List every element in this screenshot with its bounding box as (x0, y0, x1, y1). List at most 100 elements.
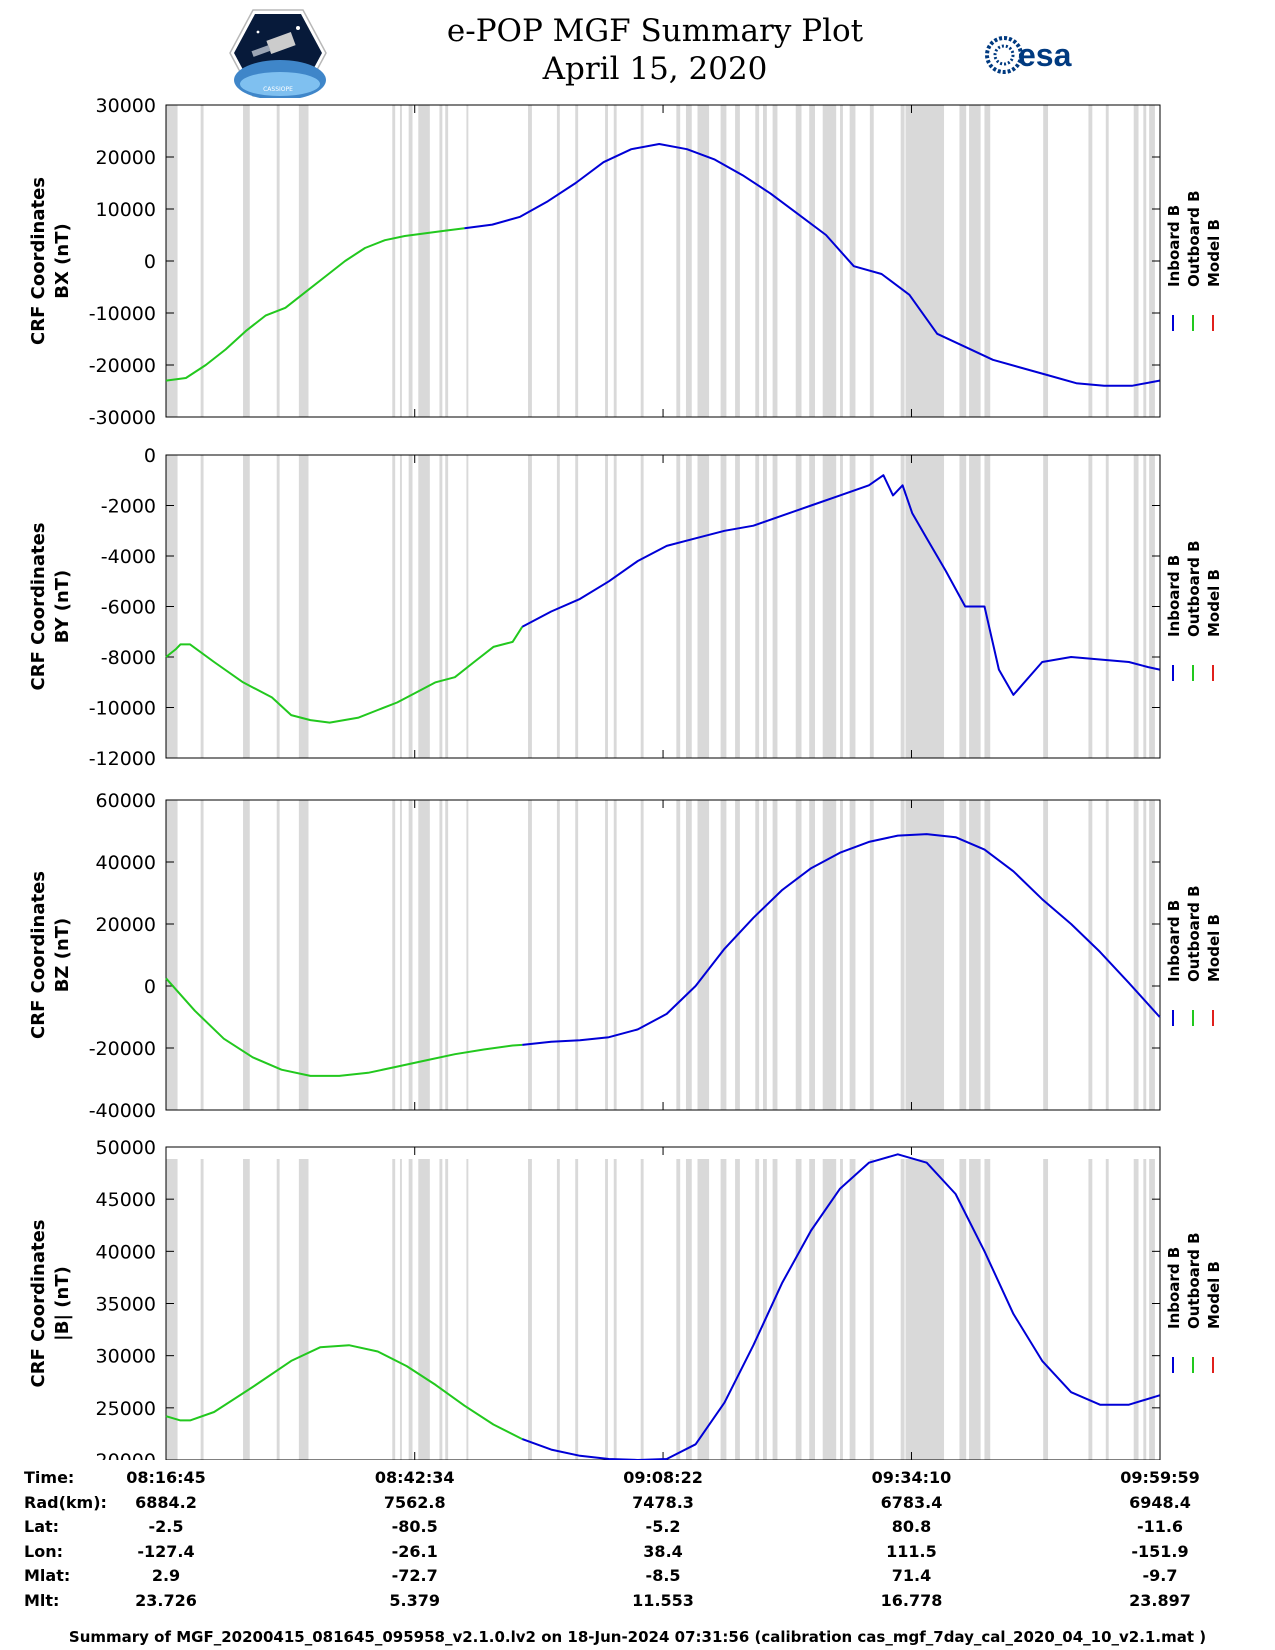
gap-band (200, 105, 204, 417)
gap-band (640, 800, 644, 1110)
gap-band (613, 800, 617, 1110)
gap-band (697, 1159, 710, 1460)
gap-band (755, 1159, 760, 1460)
gap-band (685, 105, 692, 417)
y-tick-label: 0 (144, 976, 156, 998)
info-cell: 2.9 (151, 1566, 181, 1586)
gap-band (408, 105, 413, 417)
gap-band (399, 455, 402, 758)
esa-logo-text: esa (1018, 37, 1072, 73)
gap-band (969, 105, 981, 417)
gap-band (840, 455, 843, 758)
gap-band (556, 105, 560, 417)
gap-band (809, 455, 815, 758)
title-line-2: April 15, 2020 (542, 51, 768, 87)
gap-band (445, 455, 449, 758)
y-tick-label: 40000 (96, 852, 156, 874)
gap-band (809, 800, 815, 1110)
y-axis-label-line-2: BX (nT) (52, 223, 73, 298)
gap-band (1133, 1159, 1139, 1460)
gap-band (575, 1159, 579, 1460)
legend-label-model: Model B (1205, 914, 1223, 982)
gap-band (984, 1159, 991, 1460)
info-cell: -8.5 (645, 1566, 681, 1586)
y-tick-label: 0 (144, 445, 156, 467)
gap-band (1133, 455, 1139, 758)
info-row-label: Lat: (24, 1517, 60, 1537)
info-row-label: Time: (24, 1468, 75, 1487)
gap-band (399, 1159, 402, 1460)
info-row-label: Rad(km): (24, 1492, 107, 1512)
panel-bmag: 50000 45000 40000 35000 30000 25000 20000 CRF C… (28, 1137, 1223, 1460)
gap-band (762, 455, 767, 758)
cassiope-logo: CASSIOPE (229, 9, 327, 98)
info-cell: -2.5 (148, 1517, 184, 1537)
y-tick-label: -20000 (89, 355, 156, 377)
gap-band (869, 455, 874, 758)
gap-band (735, 1159, 740, 1460)
gap-band (795, 455, 802, 758)
y-tick-label: -40000 (89, 1100, 156, 1122)
gap-band (1043, 800, 1049, 1110)
info-cell: 111.5 (886, 1541, 937, 1561)
y-tick-label: 50000 (96, 1137, 156, 1159)
gap-band (849, 800, 856, 1110)
info-cell: -80.5 (391, 1517, 438, 1537)
y-axis-label-line-1: CRF Coordinates (28, 871, 49, 1039)
gap-band (900, 1159, 905, 1460)
gap-band (959, 105, 967, 417)
gap-band (762, 1159, 767, 1460)
gap-band (685, 1159, 692, 1460)
y-tick-label: 35000 (96, 1294, 156, 1316)
series-outboard-line (165, 227, 465, 382)
gap-band (984, 800, 991, 1110)
gap-band (243, 800, 250, 1110)
y-tick-label: -8000 (101, 647, 156, 669)
gap-band (809, 1159, 815, 1460)
info-cell: 09:59:59 (1120, 1468, 1200, 1487)
gap-band (466, 105, 469, 417)
info-cell: 11.553 (632, 1591, 694, 1610)
gap-band (822, 105, 837, 417)
gap-band (243, 1159, 250, 1460)
gap-band (869, 105, 874, 417)
gap-band (1143, 455, 1147, 758)
info-cell: -151.9 (1131, 1541, 1189, 1561)
gap-band (676, 105, 681, 417)
info-cell: -11.6 (1136, 1517, 1184, 1537)
panel-by: 0 -2000 -4000 -6000 -8000 -10000 -12000 CRF Coo… (28, 445, 1223, 770)
info-cell: -72.7 (391, 1566, 438, 1586)
gap-band (900, 455, 905, 758)
legend: Inboard B Outboard B Model B (1165, 885, 1223, 1026)
gap-band (905, 1159, 945, 1460)
info-cell: 6783.4 (880, 1492, 943, 1512)
info-cell: 7562.8 (383, 1492, 446, 1512)
gap-band (755, 105, 760, 417)
gap-band (822, 1159, 837, 1460)
info-cell: 23.897 (1129, 1591, 1191, 1610)
legend-label-outboard: Outboard B (1185, 1232, 1203, 1329)
gap-band (556, 1159, 560, 1460)
gap-band (418, 800, 430, 1110)
gap-band (959, 800, 967, 1110)
series-outboard-line (165, 626, 524, 724)
gap-band (1143, 1159, 1147, 1460)
panel-bz: 60000 40000 20000 0 -20000 -40000 CRF Coordina… (28, 790, 1223, 1122)
y-tick-label: 45000 (96, 1189, 156, 1211)
gap-band (1088, 455, 1093, 758)
info-cell: 08:16:45 (126, 1468, 206, 1487)
plot-frame (165, 799, 1161, 1111)
gap-band (1105, 1159, 1109, 1460)
gap-band (445, 800, 449, 1110)
gap-band (905, 800, 945, 1110)
y-tick-label: 20000 (96, 914, 156, 936)
gap-band (605, 455, 608, 758)
gap-band (735, 105, 740, 417)
gap-band (1143, 800, 1147, 1110)
legend-label-outboard: Outboard B (1185, 540, 1203, 637)
esa-logo: esa (985, 36, 1072, 74)
panel-bx: 30000 20000 10000 0 -10000 -20000 -30000 CRF Co… (28, 95, 1223, 429)
info-cell: 09:34:10 (871, 1468, 952, 1487)
gap-band (1088, 105, 1093, 417)
info-row-label: Lon: (24, 1541, 63, 1561)
